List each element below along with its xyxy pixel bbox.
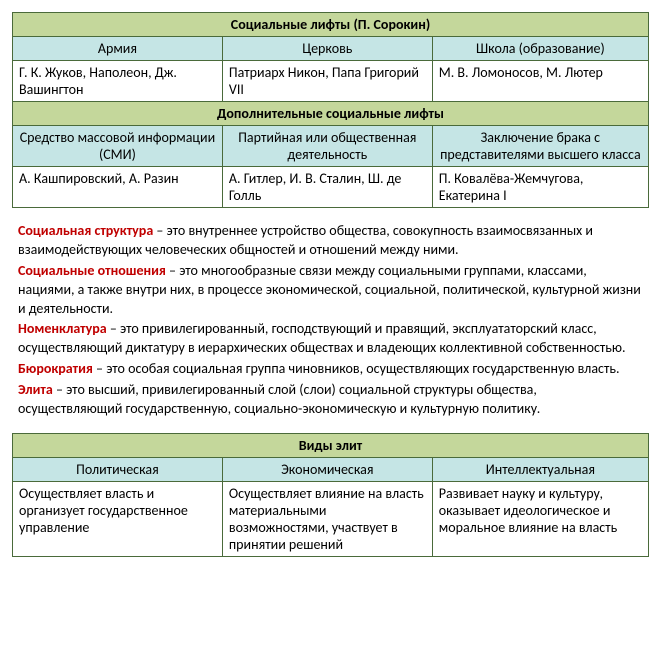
table1-cell-2: М. В. Ломоносов, М. Лютер — [432, 61, 648, 102]
table1-header2-0: Средство массовой информации (СМИ) — [13, 126, 223, 167]
table2-header-1: Экономическая — [222, 457, 432, 481]
table2-cell-0: Осуществляет власть и организует государ… — [13, 481, 223, 556]
table1-cell-0: Г. К. Жуков, Наполеон, Дж. Вашингтон — [13, 61, 223, 102]
definition-item: Социальные отношения – это многообразные… — [18, 262, 643, 319]
table1-header-0: Армия — [13, 37, 223, 61]
table2-title: Виды элит — [13, 433, 649, 457]
social-lifts-table: Социальные лифты (П. Сорокин) Армия Церк… — [12, 12, 649, 208]
def-term-1: Социальные отношения — [18, 262, 166, 279]
table2-cell-2: Развивает науку и культуру, оказывает ид… — [432, 481, 648, 556]
table1-cell2-0: А. Кашпировский, А. Разин — [13, 167, 223, 208]
elite-types-table: Виды элит Политическая Экономическая Инт… — [12, 433, 649, 557]
def-term-0: Социальная структура — [18, 222, 153, 239]
table2-cell-1: Осуществляет влияние на власть материаль… — [222, 481, 432, 556]
def-text-3: – это особая социальная группа чиновнико… — [93, 360, 620, 377]
definitions-block: Социальная структура – это внутреннее ус… — [18, 222, 643, 419]
definition-item: Номенклатура – это привилегированный, го… — [18, 320, 643, 358]
table1-header2-2: Заключение брака с представителями высше… — [432, 126, 648, 167]
def-term-2: Номенклатура — [18, 320, 107, 337]
table1-cell-1: Патриарх Никон, Папа Григорий VII — [222, 61, 432, 102]
table1-header-2: Школа (образование) — [432, 37, 648, 61]
definition-item: Бюрократия – это особая социальная групп… — [18, 360, 643, 379]
table1-title: Социальные лифты (П. Сорокин) — [13, 13, 649, 37]
def-text-4: – это высший, привилегированный слой (сл… — [18, 381, 540, 417]
table1-cell2-1: А. Гитлер, И. В. Сталин, Ш. де Голль — [222, 167, 432, 208]
table1-subtitle: Дополнительные социальные лифты — [13, 102, 649, 126]
table2-header-0: Политическая — [13, 457, 223, 481]
table1-cell2-2: П. Ковалёва-Жемчугова, Екатерина I — [432, 167, 648, 208]
table2-header-2: Интеллектуальная — [432, 457, 648, 481]
table1-header2-1: Партийная или общественная деятельность — [222, 126, 432, 167]
table1-header-1: Церковь — [222, 37, 432, 61]
definition-item: Элита – это высший, привилегированный сл… — [18, 381, 643, 419]
def-term-3: Бюрократия — [18, 360, 93, 377]
def-text-2: – это привилегированный, господствующий … — [18, 320, 626, 356]
definition-item: Социальная структура – это внутреннее ус… — [18, 222, 643, 260]
def-term-4: Элита — [18, 381, 53, 398]
